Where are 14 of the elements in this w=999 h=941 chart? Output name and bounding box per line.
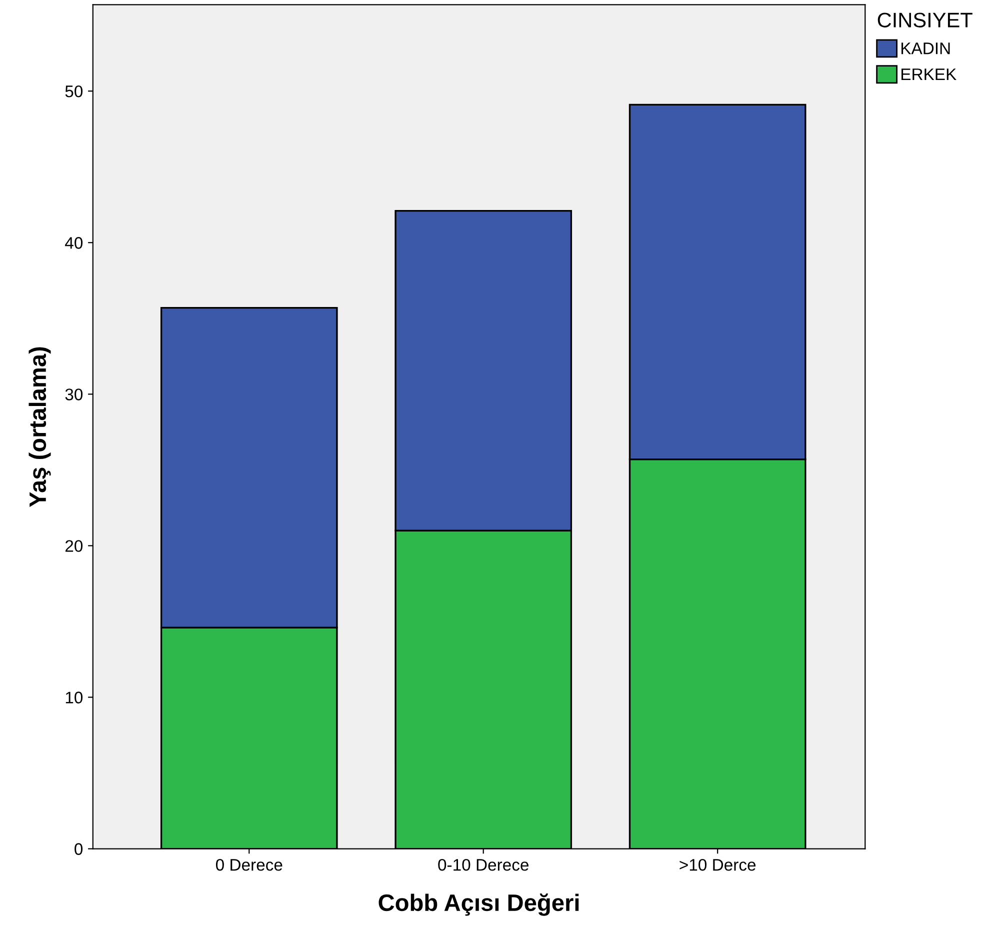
y-tick-label: 30 [65, 388, 83, 400]
y-tick-label: 50 [65, 85, 83, 98]
x-axis-title: Cobb Açısı Değeri [378, 893, 579, 916]
x-tick-label: 0 Derece [216, 858, 282, 871]
legend-label: KADIN [902, 42, 950, 54]
y-tick-label: 20 [65, 540, 83, 552]
y-tick-label: 40 [65, 237, 83, 249]
y-tick-label: 10 [66, 692, 83, 704]
x-tick-label: >10 Derce [680, 858, 756, 871]
y-tick-label: 0 [74, 843, 83, 855]
legend-label: ERKEK [902, 68, 956, 80]
x-tick-label: 0-10 Derece [438, 858, 528, 871]
y-axis-title: Yaş (ortalama) [28, 347, 51, 508]
legend-title: CINSIYET [878, 12, 972, 28]
